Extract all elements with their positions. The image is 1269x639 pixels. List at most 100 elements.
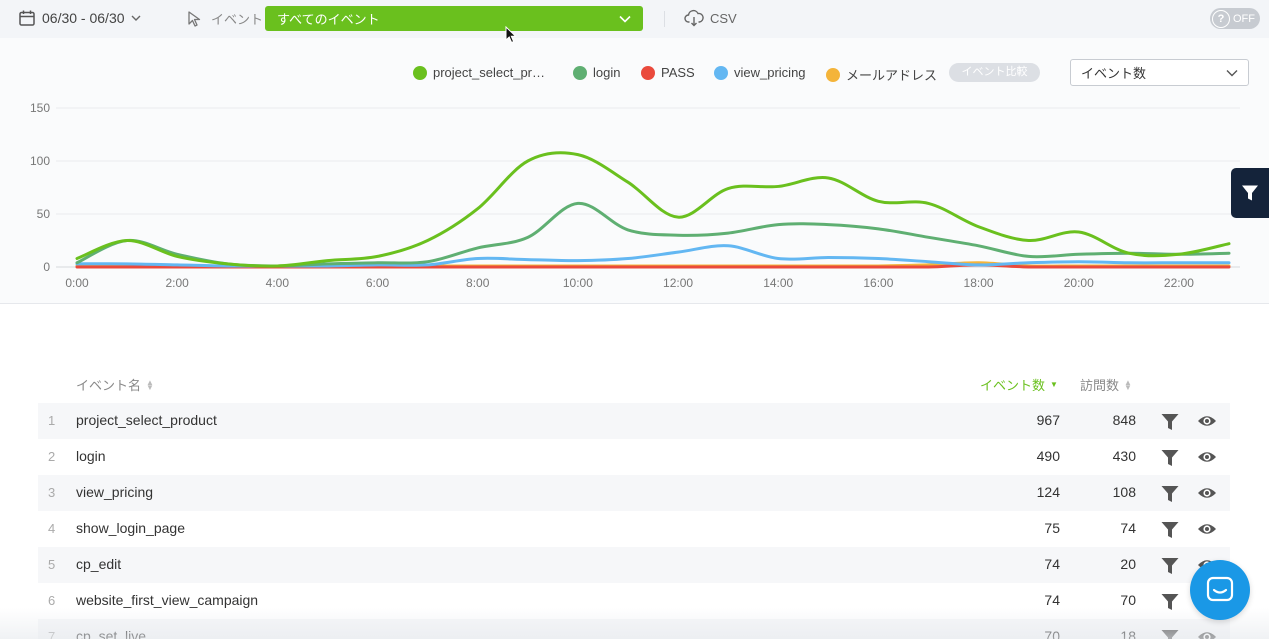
cursor-click-icon	[188, 10, 201, 27]
x-tick-label: 8:00	[466, 276, 490, 290]
legend-dot	[826, 67, 840, 82]
event-select-value: すべてのイベント	[277, 12, 380, 27]
event-count: 124	[1036, 484, 1060, 500]
event-count: 967	[1036, 412, 1060, 428]
row-number: 2	[48, 449, 56, 464]
x-tick-label: 0:00	[65, 276, 89, 290]
y-tick-label: 150	[30, 101, 50, 115]
filter-icon	[1242, 185, 1258, 201]
date-range-text: 06/30 - 06/30	[42, 10, 125, 26]
x-tick-label: 14:00	[763, 276, 793, 290]
row-number: 3	[48, 485, 56, 500]
chevron-down-icon	[131, 15, 141, 21]
x-axis-ticks: 0:00 2:00 4:00 6:00 8:00 10:00 12:00 14:00 16:00…	[65, 276, 1194, 290]
csv-download-button[interactable]: CSV	[684, 9, 737, 27]
column-header-event-count[interactable]: イベント数 ▼	[980, 375, 1058, 394]
column-header-visit-count[interactable]: 訪問数 ▲ ▼	[1080, 375, 1132, 394]
chat-widget-button[interactable]	[1190, 560, 1250, 620]
event-name: view_pricing	[76, 484, 154, 500]
column-header-event-name[interactable]: イベント名 ▲ ▼	[76, 375, 154, 394]
x-tick-label: 12:00	[663, 276, 693, 290]
eye-icon[interactable]	[1197, 630, 1217, 639]
visit-count: 74	[1120, 520, 1136, 536]
x-tick-label: 20:00	[1064, 276, 1094, 290]
visit-count: 18	[1120, 628, 1136, 639]
event-name: project_select_product	[76, 412, 217, 428]
legend-dot	[413, 65, 427, 80]
visit-count: 848	[1112, 412, 1136, 428]
row-number: 6	[48, 593, 56, 608]
y-tick-label: 100	[30, 154, 50, 168]
eye-icon[interactable]	[1197, 486, 1217, 500]
visit-count: 430	[1112, 448, 1136, 464]
filter-icon[interactable]	[1160, 412, 1180, 432]
event-count: 75	[1044, 520, 1060, 536]
help-toggle-text: OFF	[1233, 12, 1255, 25]
sort-desc-icon: ▼	[1050, 380, 1058, 389]
x-tick-label: 18:00	[964, 276, 994, 290]
filter-side-tab[interactable]	[1231, 168, 1269, 218]
metric-select-dropdown[interactable]: イベント数	[1070, 59, 1249, 86]
eye-icon[interactable]	[1197, 414, 1217, 428]
table-row[interactable]: 3 view_pricing 124 108	[38, 475, 1230, 511]
y-tick-label: 50	[37, 207, 51, 221]
cloud-download-icon	[684, 9, 704, 27]
table-row[interactable]: 6 website_first_view_campaign 74 70	[38, 583, 1230, 619]
top-toolbar: 06/30 - 06/30 イベント すべてのイベント CSV ? OFF	[0, 0, 1269, 38]
sort-icon: ▲ ▼	[146, 377, 154, 392]
filter-icon[interactable]	[1160, 592, 1180, 612]
column-header-label: 訪問数	[1080, 378, 1120, 393]
filter-icon[interactable]	[1160, 628, 1180, 639]
csv-label: CSV	[710, 10, 737, 26]
x-tick-label: 10:00	[563, 276, 593, 290]
x-tick-label: 6:00	[366, 276, 390, 290]
calendar-icon	[19, 10, 35, 26]
mouse-cursor-icon	[505, 26, 517, 44]
table-row[interactable]: 4 show_login_page 75 74	[38, 511, 1230, 547]
table-row[interactable]: 1 project_select_product 967 848	[38, 403, 1230, 439]
chart-grid	[56, 107, 1240, 268]
line-chart: 0 50 100 150 0:00 2:00 4:00 6:00 8:00 10:00 12:00…	[30, 101, 1240, 290]
event-count: 74	[1044, 556, 1060, 572]
visit-count: 20	[1120, 556, 1136, 572]
table-row[interactable]: 5 cp_edit 74 20	[38, 547, 1230, 583]
row-number: 4	[48, 521, 56, 536]
event-name: login	[76, 448, 106, 464]
y-tick-label: 0	[43, 260, 50, 274]
legend-label: login	[593, 65, 621, 80]
legend-dot	[641, 65, 655, 80]
legend-item-login[interactable]: login	[573, 65, 620, 80]
event-label-text: イベント	[211, 12, 264, 27]
event-count: 490	[1036, 448, 1060, 464]
legend-item-email[interactable]: メールアドレス	[826, 65, 937, 84]
filter-icon[interactable]	[1160, 556, 1180, 576]
legend-label: project_select_pr…	[433, 65, 545, 80]
table-row[interactable]: 7 cp_set_live 70 18	[38, 619, 1230, 639]
filter-icon[interactable]	[1160, 520, 1180, 540]
event-count: 70	[1044, 628, 1060, 639]
chart-panel: project_select_pr… login PASS view_prici…	[0, 38, 1269, 304]
date-range-picker[interactable]: 06/30 - 06/30	[18, 9, 141, 27]
column-header-label: イベント数	[980, 378, 1046, 393]
chevron-down-icon	[619, 15, 631, 23]
chart-series	[75, 151, 1231, 269]
legend-label: PASS	[661, 65, 695, 80]
filter-icon[interactable]	[1160, 484, 1180, 504]
event-name: cp_edit	[76, 556, 122, 572]
event-compare-button[interactable]: イベント比較	[949, 63, 1040, 82]
help-toggle[interactable]: ? OFF	[1210, 8, 1260, 29]
series-line	[75, 151, 1231, 268]
legend-dot	[573, 65, 587, 80]
filter-icon[interactable]	[1160, 448, 1180, 468]
row-number: 1	[48, 413, 56, 428]
column-header-label: イベント名	[76, 378, 142, 393]
x-tick-label: 4:00	[266, 276, 290, 290]
eye-icon[interactable]	[1197, 450, 1217, 464]
legend-label: view_pricing	[734, 65, 806, 80]
legend-item-view-pricing[interactable]: view_pricing	[714, 65, 806, 80]
legend-item-project-select[interactable]: project_select_pr…	[413, 65, 545, 80]
eye-icon[interactable]	[1197, 522, 1217, 536]
table-row[interactable]: 2 login 490 430	[38, 439, 1230, 475]
event-select-dropdown[interactable]: すべてのイベント	[265, 6, 643, 31]
legend-item-pass[interactable]: PASS	[641, 65, 695, 80]
